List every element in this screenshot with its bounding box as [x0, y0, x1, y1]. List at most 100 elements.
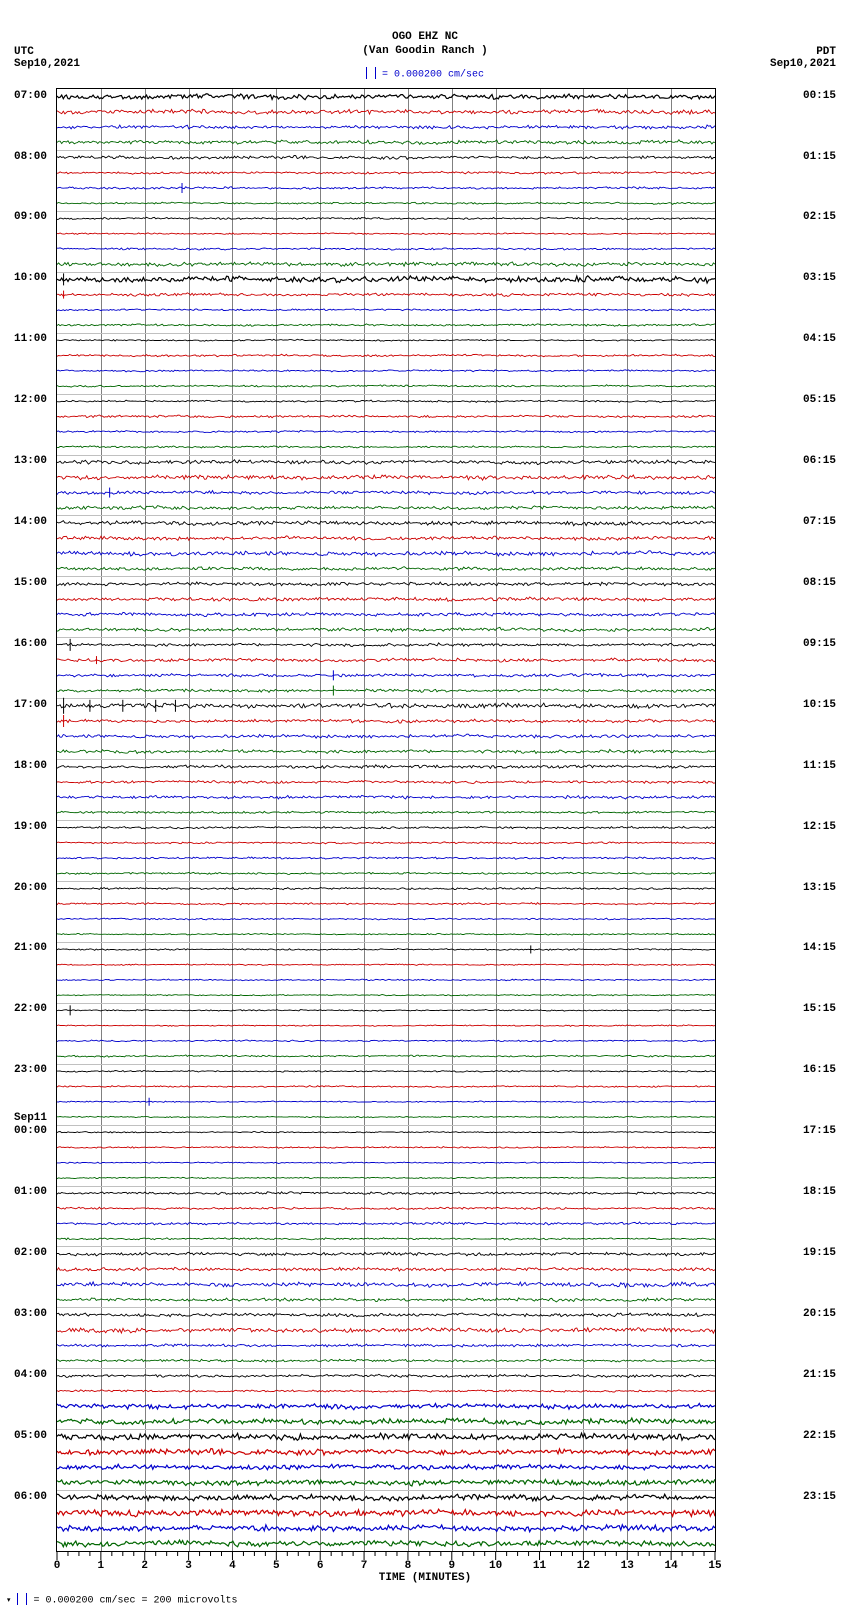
trace-row [57, 811, 715, 813]
hour-label-right: 01:15 [803, 151, 836, 163]
seismogram-traces [57, 89, 715, 1551]
scale-info: = 0.000200 cm/sec [0, 68, 850, 81]
hour-label-left: 09:00 [14, 211, 47, 223]
hour-label-right: 15:15 [803, 1003, 836, 1015]
hour-label-right: 08:15 [803, 577, 836, 589]
x-axis-tick-label: 8 [405, 1560, 412, 1572]
trace-row [57, 994, 715, 996]
hour-label-right: 07:15 [803, 516, 836, 528]
trace-row [57, 475, 715, 480]
trace-row [57, 415, 715, 418]
trace-row [57, 1328, 715, 1334]
x-axis-tick-label: 6 [317, 1560, 324, 1572]
x-axis-tick-label: 10 [489, 1560, 502, 1572]
x-axis-tick-label: 3 [185, 1560, 192, 1572]
trace-row [57, 1479, 715, 1486]
trace-row [57, 521, 715, 526]
trace-row [57, 324, 715, 327]
trace-row [57, 1403, 715, 1409]
hour-label-left: 21:00 [14, 942, 47, 954]
trace-row [57, 597, 715, 601]
scale-bar-icon [366, 67, 376, 79]
trace-row [57, 1192, 715, 1195]
trace-row [57, 1222, 715, 1225]
trace-row [57, 262, 715, 267]
trace-row [57, 826, 715, 829]
hour-label-left: 11:00 [14, 333, 47, 345]
trace-row [57, 1433, 715, 1440]
trace-row [57, 1267, 715, 1271]
trace-row [57, 1010, 715, 1012]
trace-row [57, 430, 715, 432]
footer-text: = 0.000200 cm/sec = 200 microvolts [33, 1596, 237, 1607]
trace-row [57, 94, 715, 100]
station-subtitle: (Van Goodin Ranch ) [362, 45, 487, 57]
trace-row [57, 933, 715, 935]
trace-row [57, 1055, 715, 1057]
trace-row [57, 400, 715, 402]
hour-label-left: 06:00 [14, 1491, 47, 1503]
trace-row [57, 1101, 715, 1103]
trace-row [57, 749, 715, 753]
x-axis-tick-label: 2 [141, 1560, 148, 1572]
x-axis-tick-label: 13 [621, 1560, 634, 1572]
trace-row [57, 293, 715, 297]
x-axis-ticks [56, 1552, 716, 1566]
trace-row [57, 567, 715, 571]
hour-label-right: 21:15 [803, 1369, 836, 1381]
hour-label-left: 08:00 [14, 151, 47, 163]
trace-row [57, 1162, 715, 1164]
x-axis-title: TIME (MINUTES) [0, 1572, 850, 1584]
trace-row [57, 674, 715, 678]
trace-row [57, 1282, 715, 1288]
x-axis-tick-label: 5 [273, 1560, 280, 1572]
trace-row [57, 125, 715, 129]
trace-row [57, 857, 715, 859]
trace-row [57, 109, 715, 114]
trace-row [57, 156, 715, 160]
trace-row [57, 1464, 715, 1470]
hour-label-right: 19:15 [803, 1247, 836, 1259]
trace-row [57, 217, 715, 219]
footer-scale-bar-icon [17, 1593, 27, 1605]
x-axis-tick-label: 12 [577, 1560, 590, 1572]
trace-row [57, 1313, 715, 1317]
scale-text: = 0.000200 cm/sec [382, 70, 484, 81]
trace-row [57, 1344, 715, 1347]
trace-row [57, 1390, 715, 1392]
trace-row [57, 1116, 715, 1117]
hour-label-left: 16:00 [14, 638, 47, 650]
date-break-left: Sep11 [14, 1112, 47, 1124]
trace-row [57, 964, 715, 966]
trace-row [57, 1252, 715, 1256]
trace-row [57, 446, 715, 448]
hour-label-right: 10:15 [803, 699, 836, 711]
trace-row [57, 1147, 715, 1149]
trace-row [57, 795, 715, 799]
hour-label-left: 17:00 [14, 699, 47, 711]
trace-row [57, 1132, 715, 1133]
hour-label-left: 12:00 [14, 394, 47, 406]
x-axis-tick-label: 14 [665, 1560, 678, 1572]
hour-label-right: 23:15 [803, 1491, 836, 1503]
hour-label-right: 09:15 [803, 638, 836, 650]
hour-label-left: 00:00 [14, 1125, 47, 1137]
trace-row [57, 1449, 715, 1456]
trace-row [57, 233, 715, 235]
trace-row [57, 491, 715, 495]
hour-label-right: 17:15 [803, 1125, 836, 1137]
hour-label-right: 11:15 [803, 760, 836, 772]
trace-row [57, 781, 715, 784]
trace-row [57, 1207, 715, 1209]
trace-row [57, 506, 715, 510]
trace-row [57, 1525, 715, 1532]
trace-row [57, 187, 715, 190]
hour-label-left: 14:00 [14, 516, 47, 528]
trace-row [57, 765, 715, 769]
trace-row [57, 460, 715, 465]
hour-label-right: 04:15 [803, 333, 836, 345]
trace-row [57, 658, 715, 662]
trace-row [57, 627, 715, 632]
trace-row [57, 202, 715, 204]
hour-label-left: 02:00 [14, 1247, 47, 1259]
